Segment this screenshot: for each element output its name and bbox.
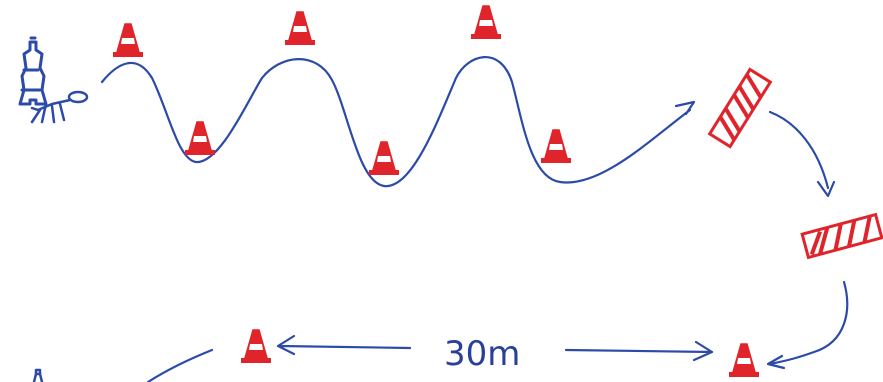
distance-label: 30m xyxy=(444,334,520,374)
dog-icon xyxy=(30,90,89,124)
handler-figure-icon xyxy=(18,36,48,106)
traffic-cone-icon xyxy=(285,11,315,45)
traffic-cone-icon xyxy=(185,121,215,155)
weave-path xyxy=(100,56,692,188)
hurdle-bar-icon xyxy=(707,67,773,149)
hurdle-bar-icon xyxy=(800,212,883,260)
traffic-cone-icon xyxy=(241,329,271,363)
traffic-cone-icon xyxy=(729,343,759,377)
path-hurdle-1-to-2 xyxy=(768,110,830,190)
arrow-to-hurdle-1 xyxy=(674,100,696,116)
cones-group xyxy=(113,5,759,377)
path-hurdle-2-to-cone xyxy=(768,280,849,366)
traffic-cone-icon xyxy=(471,5,501,39)
distance-arrow-right xyxy=(564,340,714,362)
traffic-cone-icon xyxy=(113,23,143,57)
traffic-cone-icon xyxy=(541,129,571,163)
path-bottom-left xyxy=(146,348,214,382)
arrow-to-bottom-right-cone xyxy=(766,354,786,370)
arrow-to-hurdle-2 xyxy=(816,180,836,198)
traffic-cone-icon xyxy=(369,141,399,175)
distance-arrow-left xyxy=(276,334,412,356)
handler-fragment-icon xyxy=(32,368,44,382)
